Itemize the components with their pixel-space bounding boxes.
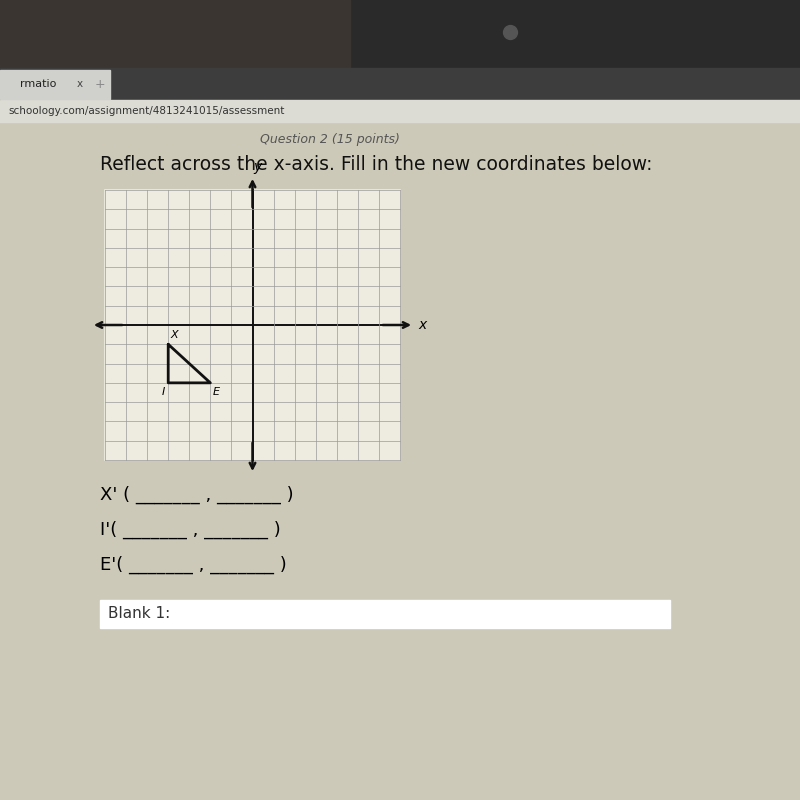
Text: I'( _______ , _______ ): I'( _______ , _______ ) — [100, 521, 281, 539]
Text: X' ( _______ , _______ ): X' ( _______ , _______ ) — [100, 486, 294, 504]
Text: X: X — [170, 330, 178, 340]
Text: I: I — [162, 387, 166, 397]
Text: y: y — [254, 160, 262, 174]
Bar — [0, 68, 800, 100]
Text: Question 2 (15 points): Question 2 (15 points) — [260, 134, 400, 146]
Text: x: x — [418, 318, 426, 332]
Bar — [0, 0, 350, 70]
Text: x: x — [77, 79, 83, 89]
Text: rmatio: rmatio — [20, 79, 56, 89]
Bar — [0, 100, 800, 122]
Text: E'( _______ , _______ ): E'( _______ , _______ ) — [100, 556, 286, 574]
Text: E: E — [212, 387, 219, 397]
Text: Reflect across the x-axis. Fill in the new coordinates below:: Reflect across the x-axis. Fill in the n… — [100, 155, 653, 174]
Bar — [0, 70, 110, 99]
Bar — [105, 190, 400, 460]
Bar — [0, 0, 800, 70]
Text: Blank 1:: Blank 1: — [108, 606, 170, 622]
Text: +: + — [95, 78, 106, 90]
Bar — [100, 600, 670, 628]
Text: schoology.com/assignment/4813241015/assessment: schoology.com/assignment/4813241015/asse… — [8, 106, 284, 116]
Bar — [0, 122, 800, 800]
